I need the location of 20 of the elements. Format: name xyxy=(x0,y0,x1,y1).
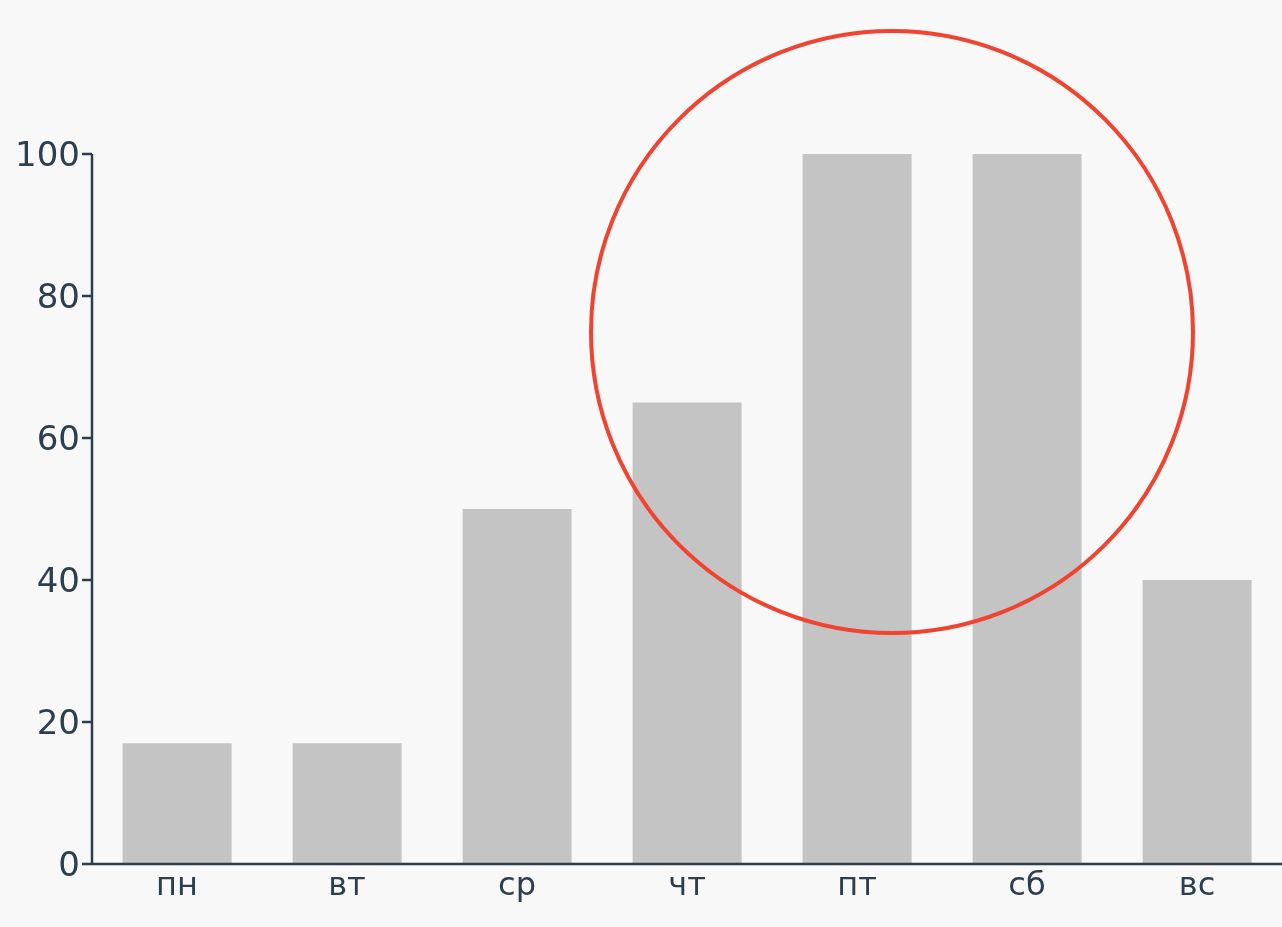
x-tick-label: вт xyxy=(328,864,366,903)
bar xyxy=(632,402,742,864)
y-tick-label: 40 xyxy=(36,560,80,601)
x-tick-label: вс xyxy=(1178,864,1216,903)
y-tick-label: 20 xyxy=(36,702,80,743)
bar xyxy=(292,743,402,864)
y-tick-label: 100 xyxy=(15,134,80,175)
bar xyxy=(1142,580,1252,864)
x-tick-label: пт xyxy=(837,864,877,903)
bar xyxy=(972,154,1082,864)
x-tick-label: пн xyxy=(156,864,198,903)
y-tick-label: 80 xyxy=(36,276,80,317)
y-tick-label: 60 xyxy=(36,418,80,459)
x-tick-label: ср xyxy=(498,864,536,903)
x-tick-label: чт xyxy=(668,864,706,903)
bar xyxy=(462,509,572,864)
y-tick-label: 0 xyxy=(58,844,80,885)
bar xyxy=(122,743,232,864)
x-tick-label: сб xyxy=(1008,864,1046,903)
bar xyxy=(802,154,912,864)
